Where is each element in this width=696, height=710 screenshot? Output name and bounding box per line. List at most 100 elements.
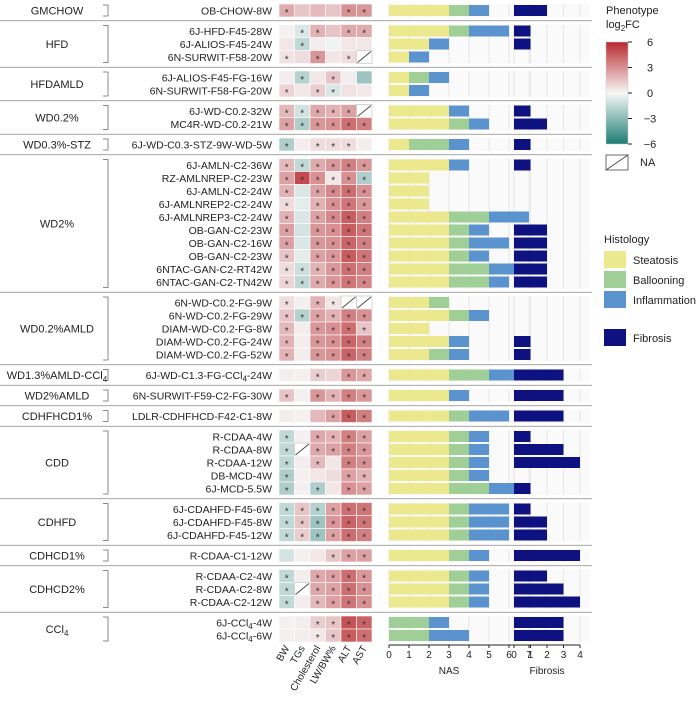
significance-star: * xyxy=(347,352,351,363)
heatmap-column-label: AST xyxy=(351,644,370,666)
nas-bar-inflammation xyxy=(469,237,509,249)
heatmap-cell xyxy=(278,37,295,51)
fibrosis-bar xyxy=(514,349,531,360)
heatmap-cell xyxy=(294,197,311,211)
nas-bar-inflammation xyxy=(429,617,449,628)
significance-star: * xyxy=(331,553,335,564)
significance-star: * xyxy=(347,507,351,518)
significance-star: * xyxy=(347,176,351,187)
nas-bar-steatosis xyxy=(389,51,409,63)
nas-bar-ballooning xyxy=(449,470,469,481)
heatmap-cell xyxy=(294,50,311,64)
heatmap-cell xyxy=(356,595,373,609)
nas-bar-steatosis xyxy=(389,529,449,541)
nas-bar-ballooning xyxy=(389,630,429,641)
heatmap-cell xyxy=(294,548,311,563)
fibrosis-tick-label: 4 xyxy=(577,650,583,661)
heatmap-cell xyxy=(340,83,357,98)
model-label: 6N-WD-C0.2-FG-29W xyxy=(169,310,272,322)
model-label: 6N-SURWIT-F58-FG-20W xyxy=(150,85,272,97)
significance-star: * xyxy=(300,75,304,86)
fibrosis-bar xyxy=(514,457,580,468)
significance-star: * xyxy=(347,228,351,239)
significance-star: * xyxy=(316,254,320,265)
colorbar-tick-label: 6 xyxy=(647,37,653,49)
significance-star: * xyxy=(285,189,289,200)
significance-star: * xyxy=(285,486,289,497)
heatmap-cell xyxy=(294,481,311,496)
significance-star: * xyxy=(316,202,320,213)
significance-star: * xyxy=(316,142,320,153)
significance-star: * xyxy=(300,507,304,518)
nas-bar-ballooning xyxy=(449,457,469,468)
legend-subtitle: log2FC xyxy=(606,19,640,33)
nas-bar-ballooning xyxy=(449,503,469,515)
nas-bar-inflammation xyxy=(429,72,449,83)
significance-star: * xyxy=(316,88,320,99)
significance-star: * xyxy=(347,109,351,120)
significance-star: * xyxy=(285,228,289,239)
nas-tick-label: 6 xyxy=(506,650,512,661)
na-diagonal xyxy=(341,296,356,309)
significance-star: * xyxy=(285,533,289,544)
significance-star: * xyxy=(362,473,366,484)
significance-star: * xyxy=(331,88,335,99)
fibrosis-bar xyxy=(514,529,547,541)
heatmap-cell xyxy=(356,37,373,51)
model-label: 6NTAC-GAN-C2-TN42W xyxy=(156,277,272,289)
fibrosis-bar xyxy=(514,5,547,16)
model-label: 6J-CDAHFD-F45-6W xyxy=(173,504,272,516)
nas-bar-inflammation xyxy=(469,444,489,455)
nas-bar-ballooning xyxy=(449,276,489,288)
significance-star: * xyxy=(362,339,366,350)
fibrosis-tick-label: 3 xyxy=(561,650,567,661)
nas-bar-inflammation xyxy=(469,250,489,262)
model-label: 6J-MCD-5.5W xyxy=(205,483,272,495)
fibrosis-bar xyxy=(514,390,564,401)
heatmap-cell xyxy=(294,455,311,470)
nas-bar-inflammation xyxy=(449,336,469,347)
significance-star: * xyxy=(285,88,289,99)
fibrosis-tick-label: 0 xyxy=(511,650,517,661)
significance-star: * xyxy=(300,29,304,40)
nas-bar-inflammation xyxy=(449,139,469,150)
significance-star: * xyxy=(300,176,304,187)
significance-star: * xyxy=(285,122,289,133)
heatmap-cell xyxy=(278,628,295,643)
heatmap-cell xyxy=(340,70,357,85)
model-label: OB-GAN-C2-16W xyxy=(189,238,273,250)
model-label: 6J-AMLNREP3-C2-24W xyxy=(159,212,272,224)
significance-star: * xyxy=(285,447,289,458)
na-diagonal xyxy=(295,583,310,595)
significance-star: * xyxy=(285,507,289,518)
significance-star: * xyxy=(285,267,289,278)
model-label: R-CDAA-8W xyxy=(213,444,273,456)
heatmap-cell xyxy=(356,347,373,362)
significance-star: * xyxy=(331,176,335,187)
fibrosis-bar xyxy=(514,369,564,381)
significance-star: * xyxy=(285,326,289,337)
nas-bar-ballooning xyxy=(449,250,469,262)
significance-star: * xyxy=(362,215,366,226)
significance-star: * xyxy=(362,189,366,200)
nas-bar-steatosis xyxy=(389,349,429,360)
nas-bar-steatosis xyxy=(389,118,449,130)
significance-star: * xyxy=(362,373,366,384)
significance-star: * xyxy=(316,620,320,631)
diet-bracket xyxy=(103,25,109,63)
significance-star: * xyxy=(331,326,335,337)
significance-star: * xyxy=(316,267,320,278)
significance-star: * xyxy=(285,473,289,484)
significance-star: * xyxy=(347,241,351,252)
nas-bar-ballooning xyxy=(449,483,489,494)
diet-label: CDHFD xyxy=(38,517,77,529)
heatmap-cell xyxy=(294,3,311,18)
colorbar-tick-label: −6 xyxy=(644,139,657,151)
nas-bar-ballooning xyxy=(409,139,449,150)
significance-star: * xyxy=(331,215,335,226)
significance-star: * xyxy=(347,326,351,337)
significance-star: * xyxy=(300,109,304,120)
fibrosis-bar xyxy=(514,516,547,528)
significance-star: * xyxy=(347,460,351,471)
